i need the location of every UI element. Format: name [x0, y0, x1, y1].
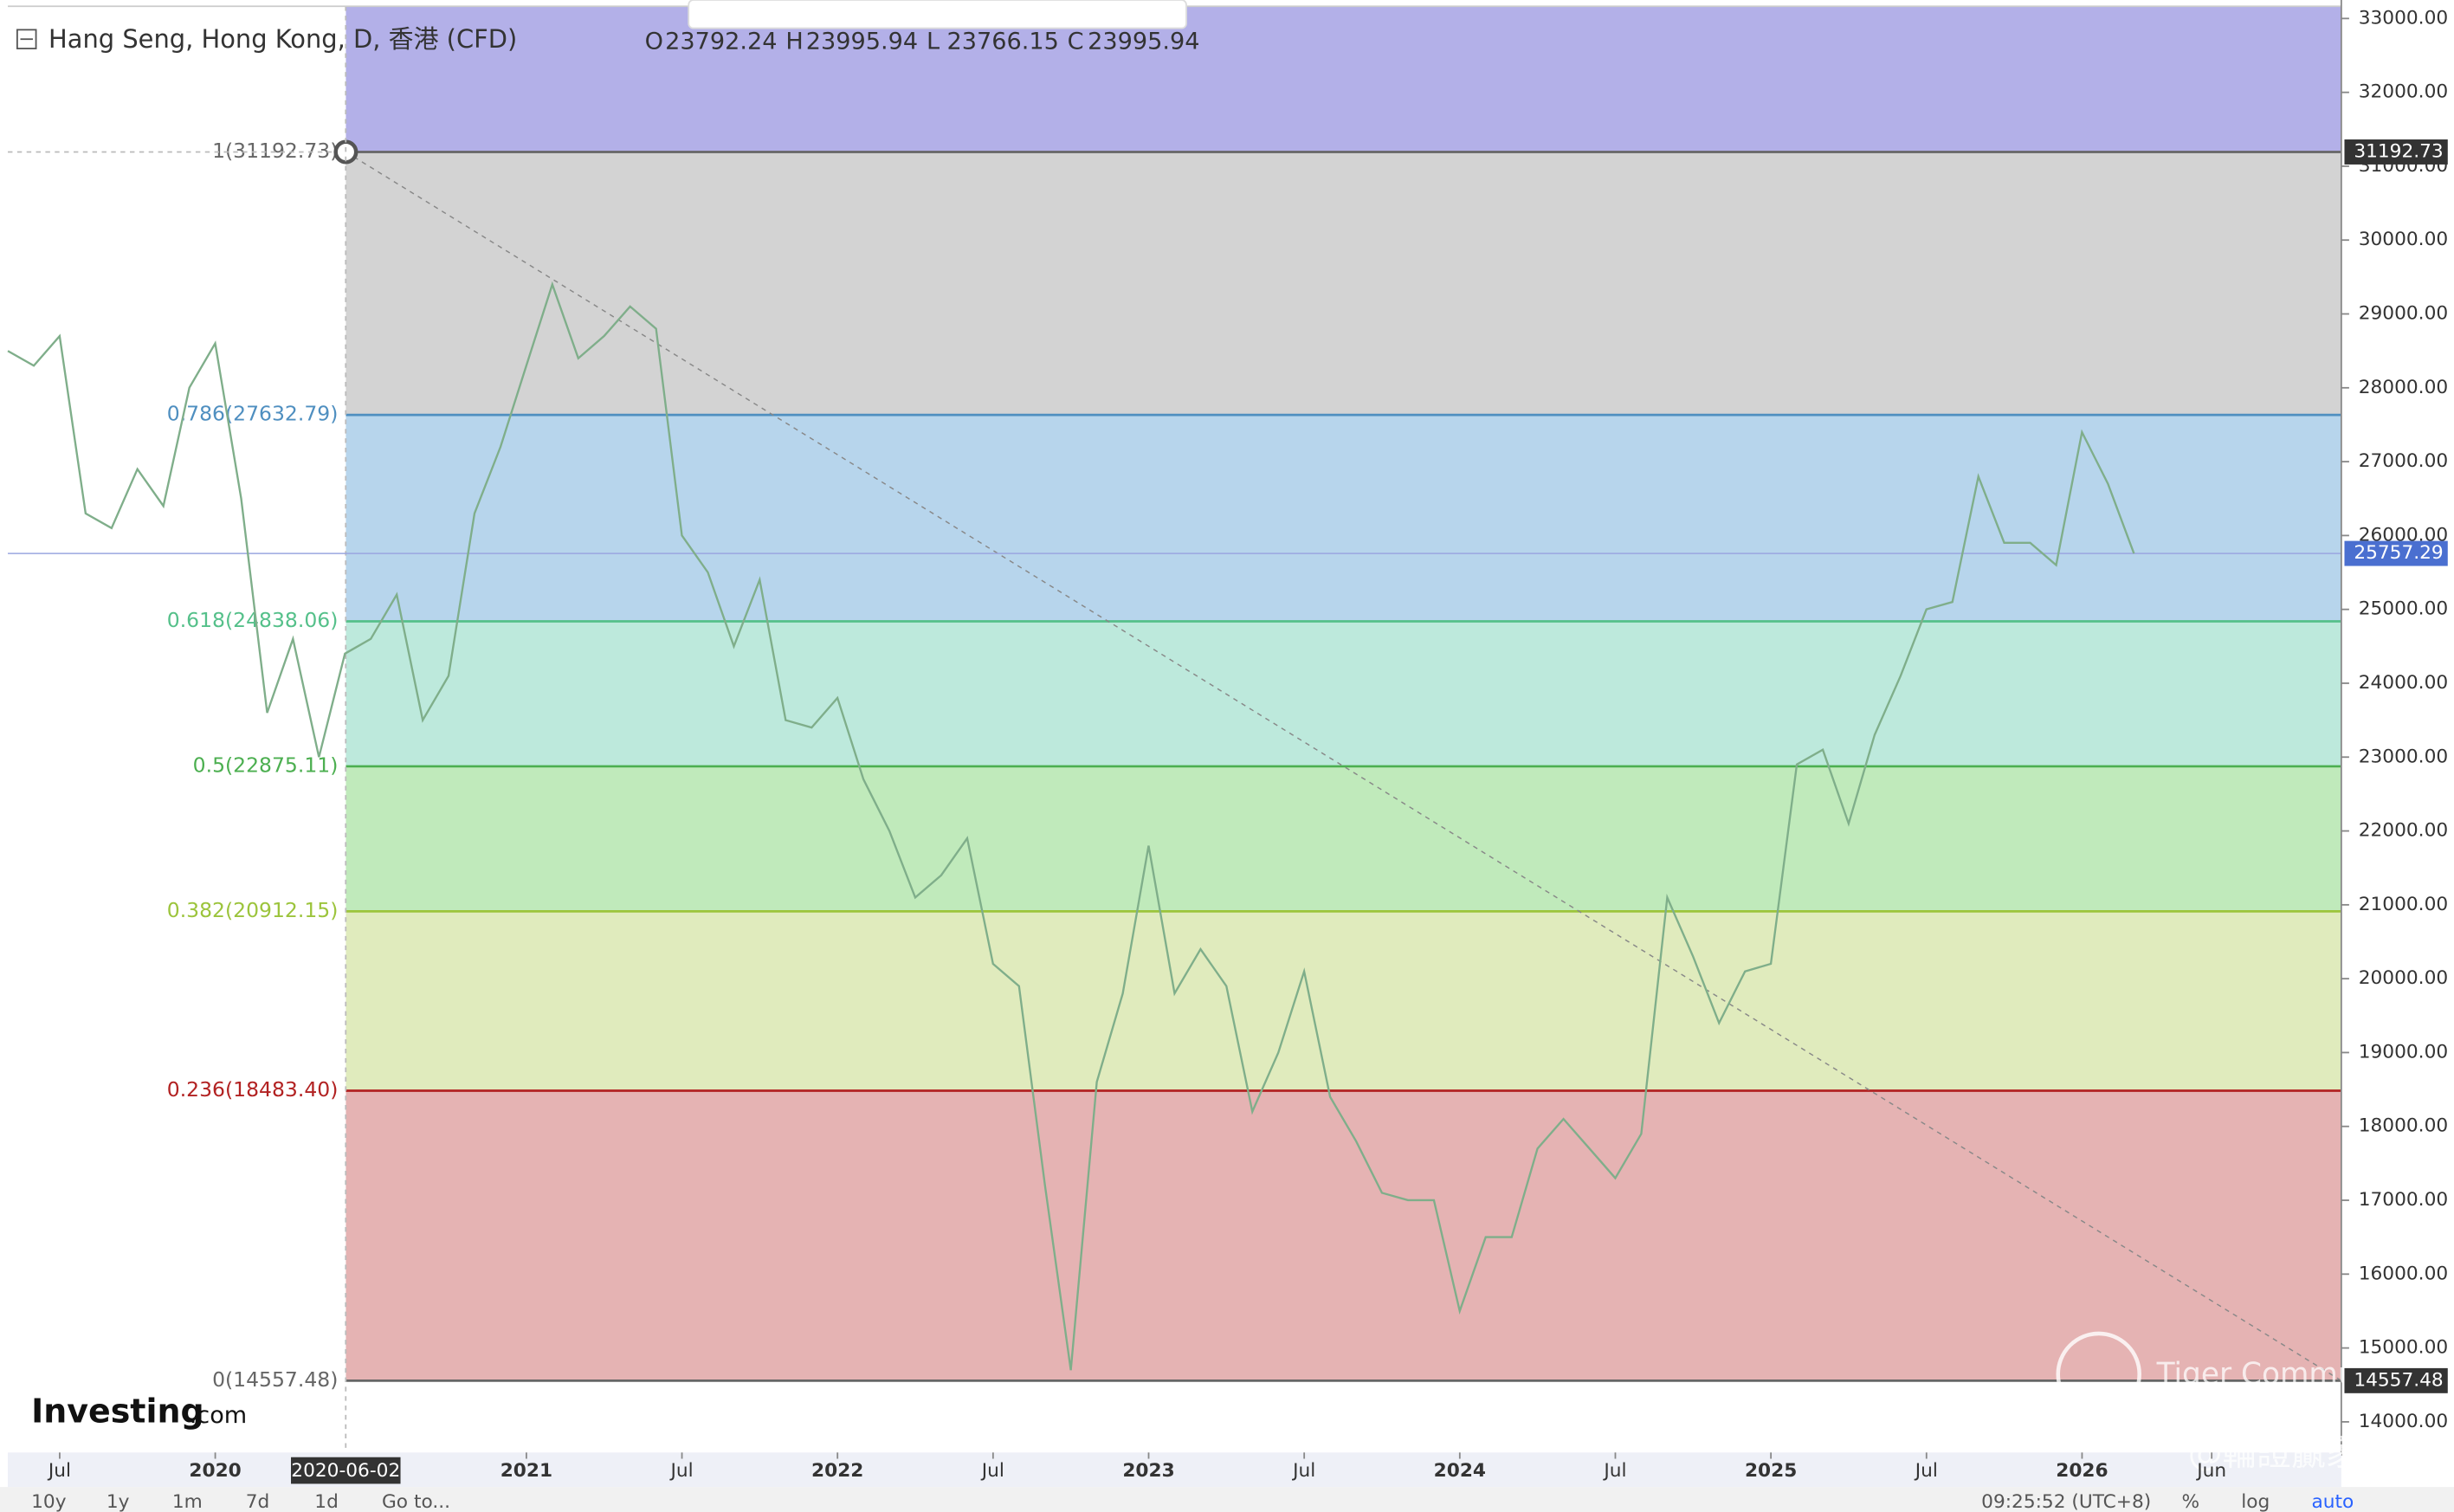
ohlc-value: 23995.94 — [806, 28, 918, 55]
fib-level-label: 0(14557.48) — [212, 1367, 338, 1392]
y-tick-label: 32000.00 — [2359, 81, 2448, 103]
ohlc-key: C — [1068, 28, 1084, 55]
fib-level-label: 0.618(24838.06) — [167, 608, 339, 632]
price-line — [7, 281, 2135, 1371]
y-tick-label: 17000.00 — [2359, 1189, 2448, 1211]
x-tick-label: Jul — [668, 1460, 693, 1482]
collapse-icon[interactable] — [16, 29, 37, 49]
y-tick-label: 14000.00 — [2359, 1411, 2448, 1432]
range-button[interactable]: 10y — [31, 1491, 67, 1512]
ohlc-key: H — [785, 28, 803, 55]
y-tick-label: 16000.00 — [2359, 1263, 2448, 1284]
y-tick-label: 22000.00 — [2359, 820, 2448, 842]
fib-level-label: 0.236(18483.40) — [167, 1077, 339, 1102]
y-tick-label: 27000.00 — [2359, 450, 2448, 472]
x-tick-label: Jul — [47, 1460, 71, 1482]
clock: 09:25:52 (UTC+8) — [1981, 1491, 2151, 1512]
range-button[interactable]: 1y — [107, 1491, 130, 1512]
x-tick-label: Jul — [980, 1460, 1004, 1482]
fib-band — [345, 766, 2341, 912]
range-button[interactable]: 1d — [314, 1491, 339, 1512]
logo-suffix: .com — [190, 1402, 248, 1429]
x-tick-label: 2025 — [1745, 1460, 1797, 1482]
y-tick-label: 28000.00 — [2359, 377, 2448, 398]
x-tick-label: Jul — [1291, 1460, 1315, 1482]
fib-level-label: 1(31192.73) — [212, 139, 338, 163]
x-tick-label: 2020 — [189, 1460, 241, 1482]
x-tick-label: 2026 — [2056, 1460, 2108, 1482]
y-tick-label: 29000.00 — [2359, 303, 2448, 325]
ohlc-key: L — [927, 28, 940, 55]
ohlc-value: 23766.15 — [946, 28, 1058, 55]
ohlc-key: O — [645, 28, 663, 55]
y-tick-label: 30000.00 — [2359, 229, 2448, 250]
drawing-toolbar[interactable] — [688, 0, 1187, 29]
price-badge — [2344, 139, 2448, 165]
fib-extension-band — [345, 6, 2341, 152]
fib-level-label: 0.382(20912.15) — [167, 898, 339, 922]
y-tick-label: 23000.00 — [2359, 746, 2448, 767]
x-tick-label: 2023 — [1122, 1460, 1174, 1482]
y-tick-label: 15000.00 — [2359, 1337, 2448, 1359]
ohlc-value: 23995.94 — [1088, 28, 1199, 55]
price-badge-label: 31192.73 — [2354, 140, 2443, 162]
fib-band — [345, 911, 2341, 1091]
price-badge-label: 25757.29 — [2354, 542, 2443, 564]
watermark-icon — [2056, 1331, 2141, 1418]
scale-option[interactable]: % — [2182, 1491, 2200, 1512]
scale-option[interactable]: auto — [2312, 1491, 2354, 1512]
y-tick-label: 25000.00 — [2359, 598, 2448, 620]
x-tick-label: 2024 — [1434, 1460, 1486, 1482]
x-tick-label: 2021 — [500, 1460, 552, 1482]
ohlc-value: 23792.24 — [665, 28, 777, 55]
price-badge — [2344, 540, 2448, 566]
fib-level-label: 0.5(22875.11) — [193, 753, 339, 777]
x-tick-label: Jul — [1602, 1460, 1626, 1482]
fib-band — [345, 621, 2341, 766]
price-badge — [2344, 1367, 2448, 1393]
toolbar — [0, 1487, 2454, 1512]
goto-button[interactable]: Go to... — [382, 1491, 450, 1512]
fib-band — [345, 415, 2341, 622]
price-badge-label: 14557.48 — [2354, 1369, 2443, 1391]
plot: 1(31192.73) 0.786(27632.79) 0.618(24838.06… — [7, 6, 2342, 1453]
fib-band — [345, 1090, 2341, 1381]
x-tick-label: 2022 — [811, 1460, 863, 1482]
y-tick-label: 21000.00 — [2359, 894, 2448, 915]
y-tick-label: 18000.00 — [2359, 1115, 2448, 1137]
watermark-handle: @輪證贏家 — [2188, 1433, 2360, 1473]
range-button[interactable]: 7d — [246, 1491, 270, 1512]
y-tick-label: 19000.00 — [2359, 1041, 2448, 1063]
scale-option[interactable]: log — [2241, 1491, 2270, 1512]
y-tick-label: 33000.00 — [2359, 7, 2448, 29]
y-tick-label: 20000.00 — [2359, 967, 2448, 989]
fib-band — [345, 152, 2341, 416]
range-button[interactable]: 1m — [172, 1491, 203, 1512]
fib-level-label: 0.786(27632.79) — [167, 402, 339, 426]
crosshair-date-badge — [291, 1457, 401, 1484]
y-tick-label: 24000.00 — [2359, 672, 2448, 694]
logo-brand: Investing — [31, 1392, 203, 1431]
symbol-title: Hang Seng, Hong Kong, D, 香港 (CFD) — [48, 24, 517, 54]
x-tick-label: Jun — [2195, 1460, 2226, 1482]
crosshair-date-label: 2020-06-02 — [291, 1460, 400, 1482]
x-tick-label: Jul — [1914, 1460, 1938, 1482]
